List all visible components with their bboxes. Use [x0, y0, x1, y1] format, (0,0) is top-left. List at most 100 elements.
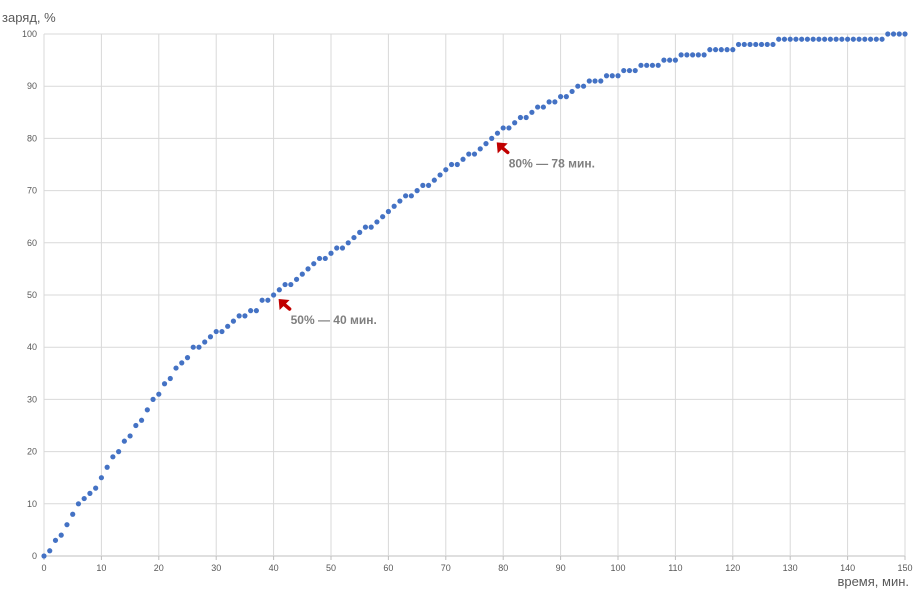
data-point [305, 266, 311, 272]
data-point [219, 328, 225, 335]
data-point [776, 36, 782, 42]
data-point [896, 31, 902, 37]
data-point [397, 198, 403, 204]
data-point [781, 36, 788, 42]
data-point [156, 391, 162, 397]
data-point [357, 229, 363, 235]
x-tick-label: 50 [326, 563, 336, 573]
y-tick-label: 0 [32, 551, 37, 561]
y-tick-label: 90 [27, 81, 37, 91]
data-point [850, 36, 856, 42]
data-point [391, 203, 397, 209]
data-point [236, 313, 242, 319]
data-point [804, 36, 811, 42]
data-point [414, 188, 420, 194]
data-point [770, 41, 776, 48]
x-tick-label: 150 [897, 563, 912, 573]
data-point [747, 41, 753, 48]
x-tick-label: 0 [41, 563, 46, 573]
data-point [655, 62, 661, 68]
data-point [299, 271, 305, 277]
data-point [454, 161, 460, 168]
data-point [288, 281, 294, 288]
data-point [799, 36, 805, 42]
x-tick-label: 110 [668, 563, 682, 573]
data-point [712, 47, 719, 53]
data-point [494, 130, 501, 136]
annotation: 80% — 78 мин. [496, 142, 595, 170]
data-point [695, 52, 701, 58]
data-point [81, 495, 87, 502]
data-point [466, 151, 472, 157]
annotation-label: 50% — 40 мин. [291, 313, 377, 327]
data-point [207, 334, 214, 340]
data-point [535, 104, 541, 110]
data-point [603, 73, 610, 79]
data-point [856, 36, 862, 42]
data-point [833, 36, 839, 42]
data-point [592, 78, 598, 84]
data-point [293, 276, 300, 282]
data-point [558, 94, 564, 100]
data-point [138, 417, 145, 423]
data-point [621, 67, 627, 74]
data-point [885, 31, 891, 37]
data-point [867, 36, 874, 42]
data-point [362, 224, 369, 230]
y-tick-label: 50 [27, 290, 37, 300]
data-point [104, 464, 110, 470]
x-tick-label: 100 [610, 563, 625, 573]
data-point [87, 490, 93, 496]
data-point [540, 104, 546, 110]
data-point [649, 62, 656, 68]
data-point [787, 36, 793, 42]
data-point [724, 47, 730, 53]
y-tick-label: 100 [22, 29, 37, 39]
data-point [70, 511, 76, 517]
data-point [271, 292, 277, 298]
data-point [460, 156, 466, 162]
data-point [730, 47, 736, 53]
annotation: 50% — 40 мин. [278, 299, 377, 327]
data-point [569, 88, 575, 95]
data-point [517, 114, 524, 121]
data-point [196, 344, 202, 350]
data-point [380, 214, 386, 220]
data-point [121, 438, 127, 444]
data-point [879, 36, 885, 42]
data-point [248, 308, 254, 314]
data-point [609, 73, 615, 79]
data-point [282, 281, 288, 288]
data-point [443, 167, 449, 173]
data-point [672, 57, 679, 63]
data-point [489, 135, 495, 141]
x-tick-label: 90 [556, 563, 566, 573]
data-point [41, 553, 47, 559]
x-tick-label: 140 [840, 563, 855, 573]
x-tick-label: 40 [269, 563, 279, 573]
annotations: 50% — 40 мин. 80% — 78 мин. [278, 142, 595, 327]
data-point [839, 36, 845, 42]
data-point [552, 99, 558, 105]
data-point [58, 532, 64, 538]
data-point [184, 355, 191, 361]
data-point [546, 99, 552, 105]
data-point [334, 245, 340, 251]
data-point [368, 224, 374, 230]
data-point [638, 62, 644, 68]
y-tick-label: 40 [27, 342, 37, 352]
data-point [316, 255, 323, 262]
data-point [902, 31, 908, 37]
data-point [374, 219, 380, 225]
data-point [127, 433, 133, 439]
data-point [431, 177, 437, 183]
y-tick-label: 80 [27, 133, 37, 143]
data-point [225, 323, 231, 329]
data-point [110, 454, 116, 460]
grid-layer [43, 33, 906, 557]
data-point [632, 67, 638, 74]
data-point [523, 114, 529, 121]
data-point [322, 255, 328, 262]
data-point [816, 36, 822, 42]
data-point [873, 36, 879, 42]
